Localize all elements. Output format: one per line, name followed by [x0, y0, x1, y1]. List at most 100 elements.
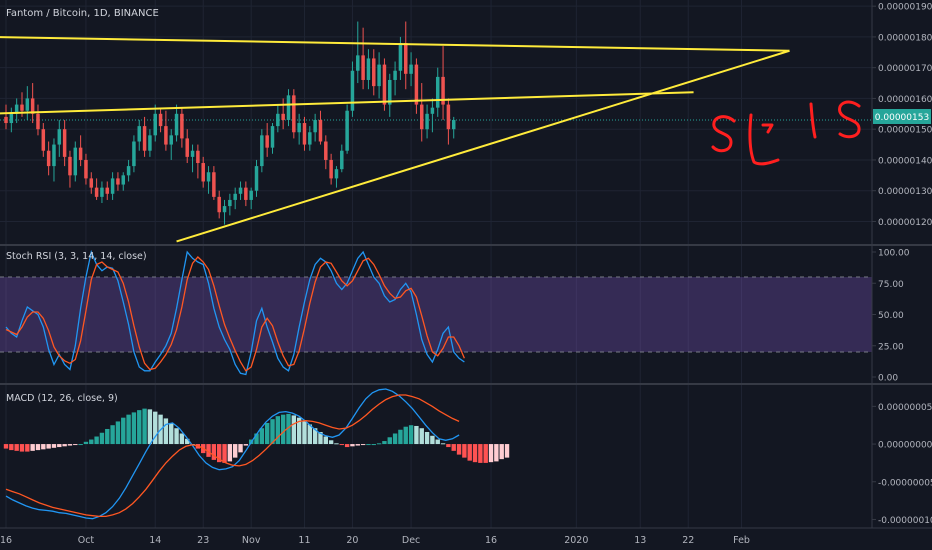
macd-axis[interactable]: 0.00000005 0.00000000 -0.00000005 -0.000000… — [872, 403, 932, 526]
candle[interactable] — [233, 187, 237, 210]
stoch-rsi-axis[interactable]: 100.00 75.00 50.00 25.00 0.00 — [872, 249, 910, 384]
candle[interactable] — [68, 150, 72, 188]
candle[interactable] — [356, 21, 360, 84]
trendline[interactable] — [0, 36, 790, 52]
candle[interactable] — [25, 86, 30, 120]
candle[interactable] — [281, 98, 285, 130]
candle[interactable] — [100, 181, 104, 204]
stoch-rsi-axis-label: 25.00 — [878, 342, 904, 352]
candle[interactable] — [73, 141, 78, 182]
candle[interactable] — [265, 123, 269, 157]
candle[interactable] — [297, 113, 301, 145]
candle[interactable] — [105, 181, 110, 200]
candle[interactable] — [260, 129, 264, 173]
candle[interactable] — [238, 181, 243, 200]
candle[interactable] — [9, 107, 14, 133]
candle[interactable] — [116, 172, 120, 191]
candle[interactable] — [302, 116, 307, 151]
candle[interactable] — [126, 159, 131, 182]
candle[interactable] — [409, 52, 413, 87]
candle[interactable] — [217, 190, 221, 219]
candle[interactable] — [222, 199, 227, 225]
candle[interactable] — [345, 104, 349, 154]
candle[interactable] — [414, 58, 419, 114]
candle[interactable] — [254, 159, 259, 197]
candle[interactable] — [377, 52, 381, 99]
candle[interactable] — [46, 141, 51, 176]
candle[interactable] — [318, 110, 323, 145]
candle[interactable] — [36, 104, 40, 136]
candle[interactable] — [121, 172, 126, 191]
candle[interactable] — [276, 104, 280, 133]
macd-histogram-bar — [232, 444, 238, 458]
candle[interactable] — [350, 61, 355, 117]
candle[interactable] — [361, 27, 365, 90]
candle[interactable] — [196, 144, 200, 179]
candle[interactable] — [201, 156, 205, 188]
candle[interactable] — [158, 107, 163, 133]
candle[interactable] — [308, 126, 312, 151]
stoch-rsi-band — [0, 277, 872, 352]
candle[interactable] — [441, 46, 445, 120]
candle[interactable] — [185, 129, 189, 164]
candle[interactable] — [313, 113, 317, 142]
candle[interactable] — [212, 166, 216, 200]
candle[interactable] — [142, 116, 147, 157]
candle[interactable] — [334, 166, 339, 188]
candle[interactable] — [286, 89, 291, 127]
candle[interactable] — [137, 119, 142, 151]
candle[interactable] — [419, 83, 424, 142]
candle[interactable] — [41, 123, 46, 157]
trendline[interactable] — [176, 49, 790, 243]
macd-histogram-bar — [25, 444, 30, 452]
candle[interactable] — [372, 49, 376, 96]
price-axis[interactable]: 0.00000190 0.00000180 0.00000170 0.00000160… — [872, 3, 932, 228]
candle[interactable] — [62, 119, 67, 167]
candle[interactable] — [292, 89, 296, 139]
candle-body — [329, 159, 333, 179]
candle[interactable] — [425, 104, 429, 139]
candle[interactable] — [206, 166, 211, 194]
candle[interactable] — [430, 98, 435, 133]
time-axis[interactable]: 16 Oct 14 23 Nov 11 20 Dec 16 2020 13 22 Feb — [0, 535, 750, 546]
candle[interactable] — [180, 107, 184, 148]
candle[interactable] — [84, 153, 88, 185]
candle-body — [9, 113, 14, 124]
candle[interactable] — [324, 135, 328, 170]
candle[interactable] — [110, 172, 115, 200]
candle[interactable] — [388, 73, 392, 117]
candle[interactable] — [244, 181, 248, 207]
candle[interactable] — [153, 104, 157, 142]
candle[interactable] — [270, 123, 275, 154]
price-pane[interactable] — [0, 21, 872, 225]
candle[interactable] — [94, 178, 99, 200]
candle[interactable] — [174, 104, 179, 142]
candle[interactable] — [446, 98, 451, 145]
candle[interactable] — [148, 129, 152, 157]
candle[interactable] — [382, 58, 387, 111]
trendline[interactable] — [0, 91, 694, 115]
candle[interactable] — [393, 61, 397, 96]
candle[interactable] — [78, 135, 83, 167]
candle[interactable] — [249, 187, 253, 210]
candle[interactable] — [169, 129, 173, 160]
candle[interactable] — [435, 67, 440, 117]
candle[interactable] — [89, 172, 94, 194]
time-axis-label: Dec — [402, 535, 420, 546]
candle[interactable] — [132, 135, 136, 173]
candle[interactable] — [404, 21, 408, 90]
candle[interactable] — [164, 110, 168, 151]
candle[interactable] — [451, 116, 456, 139]
macd-pane[interactable] — [3, 388, 510, 520]
candle[interactable] — [30, 83, 35, 124]
candle[interactable] — [52, 138, 56, 182]
candle[interactable] — [190, 144, 195, 173]
candle[interactable] — [329, 153, 333, 185]
candle[interactable] — [57, 119, 62, 157]
candle[interactable] — [228, 193, 232, 216]
candle[interactable] — [14, 98, 19, 124]
stoch-rsi-pane[interactable] — [0, 249, 872, 376]
candle[interactable] — [4, 104, 8, 130]
candle[interactable] — [366, 49, 371, 90]
candle[interactable] — [340, 144, 344, 173]
